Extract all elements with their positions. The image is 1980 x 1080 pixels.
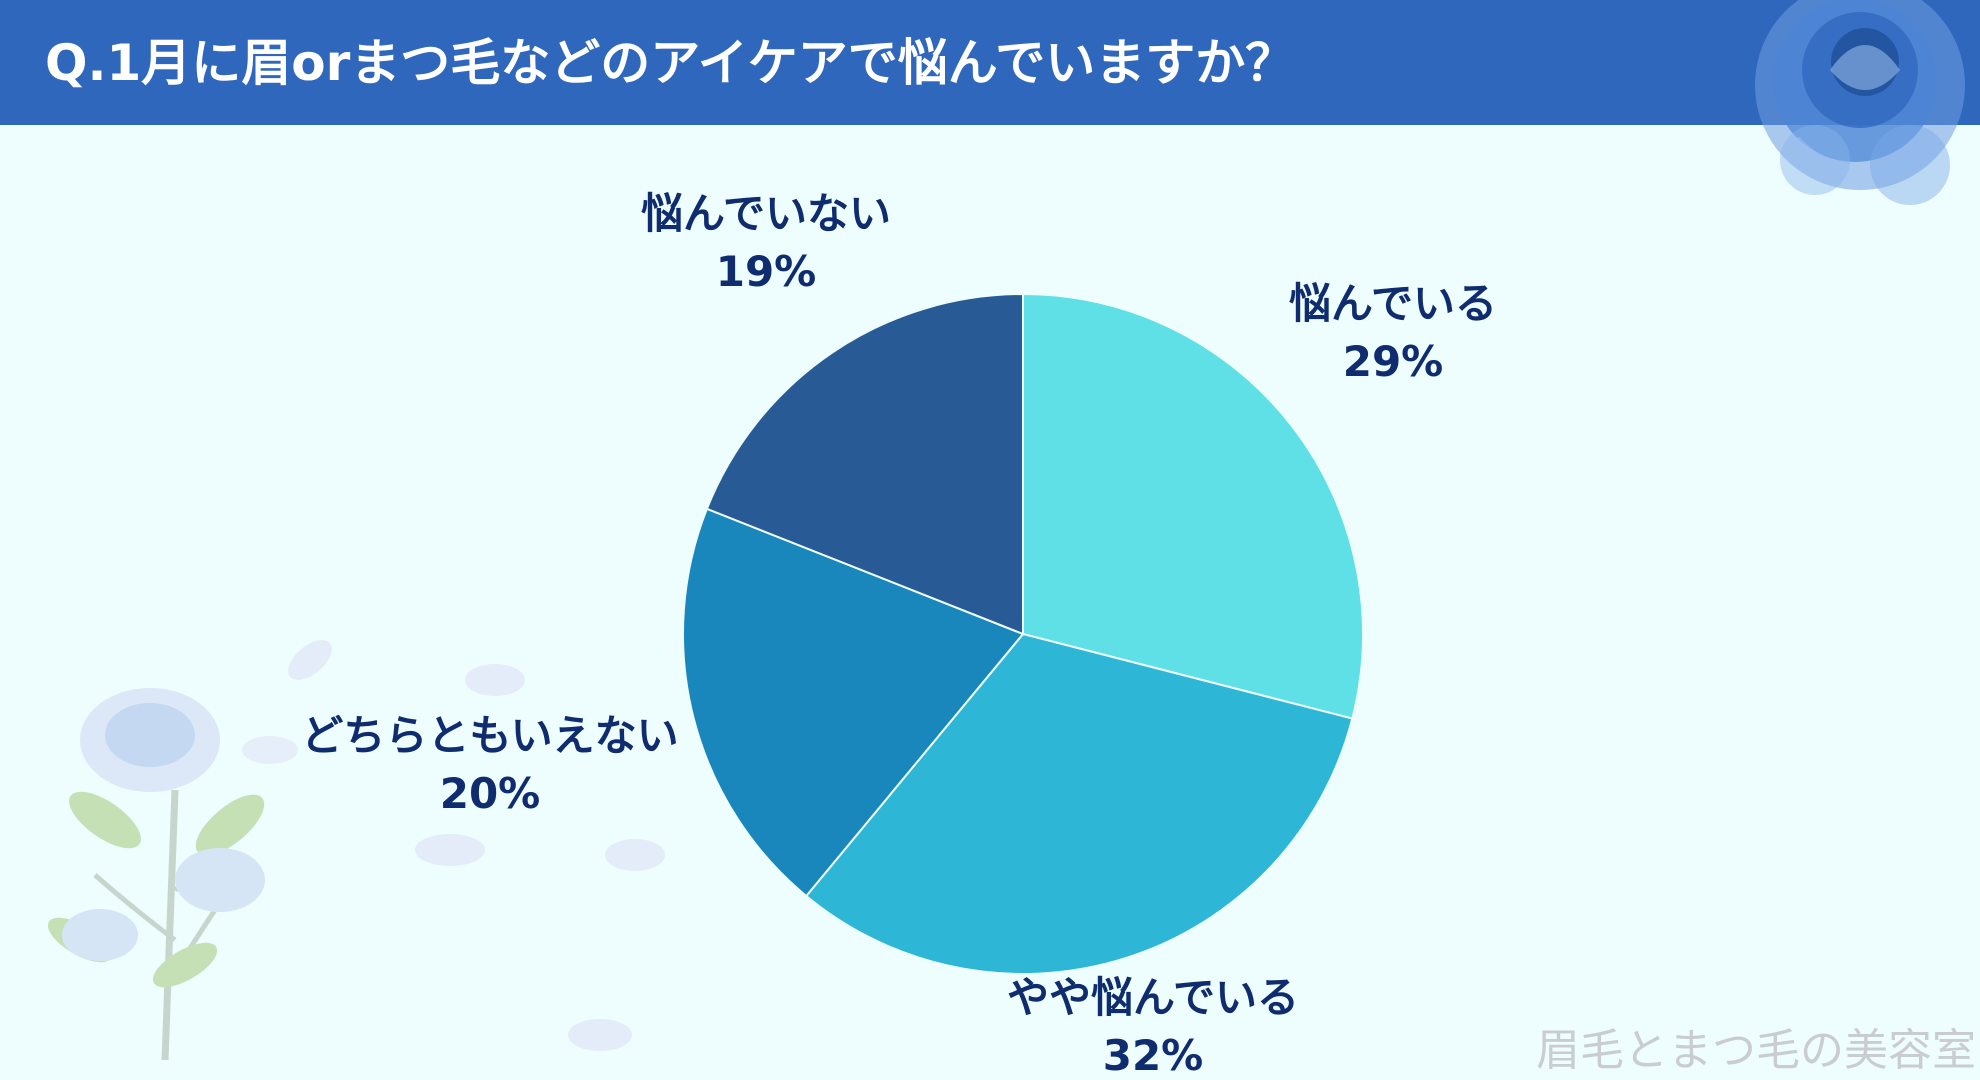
pie-slice — [804, 632, 1354, 975]
header-bar — [0, 0, 1980, 125]
slice-percent-label: 29% — [1343, 337, 1444, 386]
slice-category-label: 悩んでいる — [1289, 279, 1497, 328]
pie-slice — [1022, 292, 1364, 720]
pie-slice — [705, 292, 1024, 636]
slice-category-label: どちらともいえない — [301, 711, 678, 760]
slice-category-label: 悩んでいない — [641, 189, 891, 238]
slice-category-label: やや悩んでいる — [1007, 973, 1299, 1022]
watermark-text: 眉毛とまつ毛の美容室 — [1536, 1025, 1976, 1076]
slice-percent-label: 20% — [440, 769, 541, 818]
page-title: Q.1月に眉orまつ毛などのアイケアで悩んでいますか？ — [45, 34, 1296, 92]
slice-percent-label: 19% — [716, 247, 817, 296]
flower-decoration-icon — [47, 640, 665, 1061]
pie-slice — [682, 507, 1025, 898]
slice-percent-label: 32% — [1103, 1031, 1204, 1080]
blue-rose-decoration-icon — [1755, 0, 1965, 205]
